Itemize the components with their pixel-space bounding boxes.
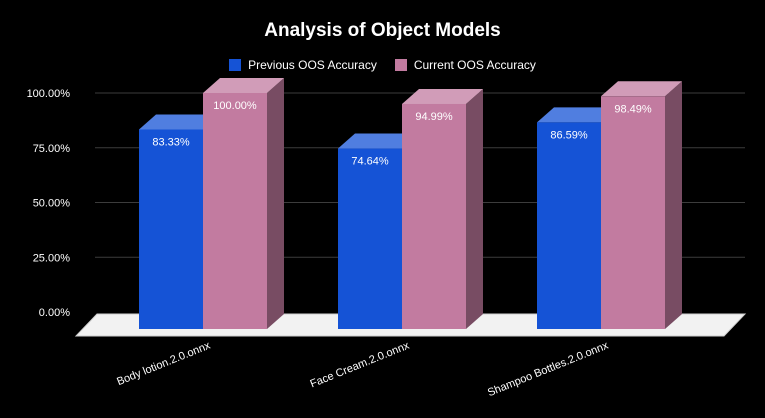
y-tick-label: 100.00%	[27, 88, 71, 100]
y-tick-label: 50.00%	[33, 198, 71, 210]
bar-top	[537, 107, 618, 123]
bar-side	[466, 88, 483, 330]
x-tick-label: Face Cream.2.0.onnx	[309, 339, 412, 390]
bar-top	[338, 133, 419, 149]
bar-current-1	[402, 103, 466, 330]
legend-item-previous[interactable]: Previous OOS Accuracy	[229, 58, 377, 72]
bar-previous-0	[139, 129, 203, 329]
bar-current-2	[601, 96, 665, 329]
data-label: 94.99%	[415, 111, 453, 123]
bar-top	[203, 78, 284, 93]
bar-current-0	[203, 93, 267, 329]
data-label: 86.59%	[550, 129, 588, 141]
legend-item-current[interactable]: Current OOS Accuracy	[394, 58, 536, 72]
legend: Previous OOS Accuracy Current OOS Accura…	[0, 58, 765, 72]
x-tick-label: Shampoo Bottles.2.0.onnx	[486, 339, 611, 399]
bar-top	[601, 81, 682, 97]
bar-previous-2	[537, 122, 601, 330]
data-label: 98.49%	[614, 103, 652, 115]
data-label: 83.33%	[152, 137, 190, 149]
bar-previous-1	[338, 148, 402, 329]
data-label: 100.00%	[213, 100, 257, 112]
chart-title: Analysis of Object Models	[264, 20, 501, 41]
y-tick-label: 25.00%	[33, 252, 71, 264]
bar-side	[665, 81, 682, 329]
y-tick-label: 0.00%	[39, 307, 70, 319]
data-label: 74.64%	[351, 156, 389, 168]
legend-label-previous: Previous OOS Accuracy	[248, 58, 377, 72]
x-tick-label: Body lotion.2.0.onnx	[115, 339, 212, 388]
bar-top	[139, 114, 220, 130]
legend-swatch-current	[394, 59, 407, 71]
legend-label-current: Current OOS Accuracy	[413, 58, 536, 72]
bar-top	[402, 88, 483, 104]
bar-side	[267, 78, 284, 329]
legend-swatch-previous	[229, 59, 242, 71]
y-tick-label: 75.00%	[33, 143, 71, 155]
